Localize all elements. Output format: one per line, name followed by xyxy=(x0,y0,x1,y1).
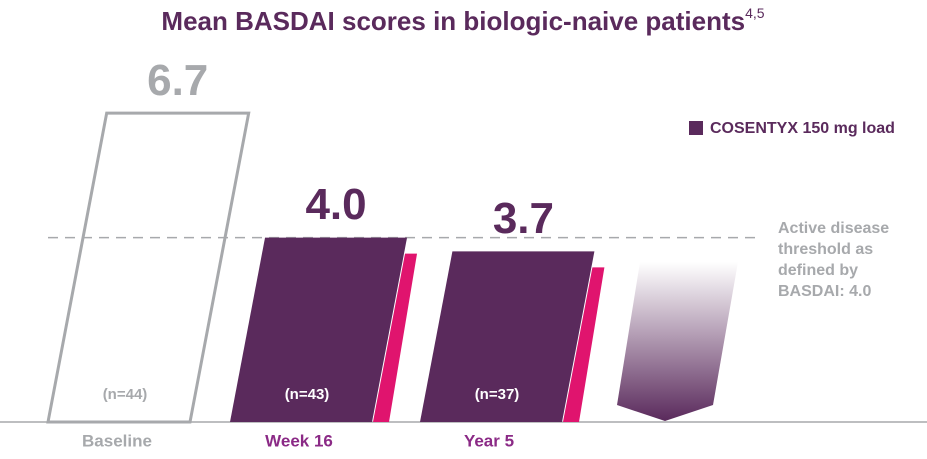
x-tick-label: Baseline xyxy=(82,431,152,450)
value-label: 6.7 xyxy=(147,56,208,105)
x-tick-label: Week 16 xyxy=(265,431,333,450)
chart-title: Mean BASDAI scores in biologic-naive pat… xyxy=(161,5,764,36)
threshold-label: defined by xyxy=(778,262,858,279)
threshold-label: Active disease xyxy=(778,220,889,237)
value-label: 4.0 xyxy=(305,180,366,229)
value-label: 3.7 xyxy=(493,194,554,243)
threshold-label: threshold as xyxy=(778,241,873,258)
sample-size: (n=43) xyxy=(285,386,330,403)
title-text: Mean BASDAI scores in biologic-naive pat… xyxy=(161,6,745,36)
sample-size: (n=44) xyxy=(103,386,148,403)
bar xyxy=(46,111,251,424)
legend-swatch xyxy=(689,121,703,135)
trend-arrow xyxy=(617,262,738,421)
title-superscript: 4,5 xyxy=(745,5,765,21)
legend-label: COSENTYX 150 mg load xyxy=(710,120,895,137)
threshold-label: BASDAI: 4.0 xyxy=(778,283,871,300)
bar-shadow xyxy=(373,253,418,422)
bar xyxy=(420,251,595,422)
bar-shadow xyxy=(563,267,605,422)
bar xyxy=(230,237,408,422)
x-tick-label: Year 5 xyxy=(464,431,514,450)
sample-size: (n=37) xyxy=(475,386,520,403)
